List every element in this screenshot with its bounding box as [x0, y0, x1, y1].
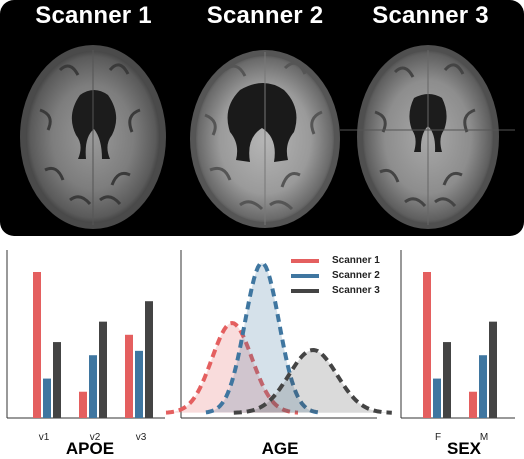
mri-scans: [20, 45, 515, 229]
sex-bar-f-scanner-3: [443, 342, 451, 418]
sex-bar-f-scanner-1: [423, 272, 431, 418]
scanner-column-2: Scanner 2: [170, 0, 360, 236]
apoe-bar-v3-scanner-1: [125, 334, 133, 418]
apoe-bar-v3-scanner-3: [145, 301, 153, 418]
age-density-curve-scanner-3: [233, 347, 392, 415]
legend-item-scanner-1: Scanner 1: [291, 253, 380, 268]
age-density-chart: [165, 260, 392, 415]
age-axes: [180, 250, 377, 419]
scanner-image-panel: Scanner 1 Scanner 2 Scanner 3: [0, 0, 524, 236]
mri-scan-1: [20, 45, 166, 229]
apoe-bar-v2-scanner-3: [99, 321, 107, 418]
sex-bar-m-scanner-3: [489, 321, 497, 418]
apoe-bar-chart: [33, 272, 153, 418]
apoe-tick-v3: v3: [135, 432, 147, 443]
age-legend: Scanner 1 Scanner 2 Scanner 3: [291, 253, 380, 298]
legend-label-scanner-1: Scanner 1: [332, 255, 380, 266]
sex-axis-title: SEX: [446, 439, 482, 458]
legend-swatch-scanner-1: [291, 258, 319, 263]
scanner-3-title: Scanner 3: [372, 2, 489, 29]
scanner-2-title: Scanner 2: [206, 2, 324, 29]
apoe-bar-v2-scanner-1: [79, 391, 87, 418]
legend-label-scanner-3: Scanner 3: [332, 285, 380, 296]
sex-bar-m-scanner-1: [469, 391, 477, 418]
mri-scan-3: [340, 45, 515, 229]
apoe-bar-v1-scanner-1: [33, 272, 41, 418]
legend-item-scanner-2: Scanner 2: [291, 268, 380, 283]
sex-tick-m: M: [479, 432, 489, 443]
sex-bar-m-scanner-2: [479, 355, 487, 418]
legend-label-scanner-2: Scanner 2: [332, 270, 380, 281]
apoe-tick-v2: v2: [89, 432, 101, 443]
apoe-bar-v2-scanner-2: [89, 355, 97, 418]
legend-swatch-scanner-2: [291, 273, 319, 278]
age-axis-title: AGE: [261, 439, 299, 458]
apoe-bar-v1-scanner-3: [53, 342, 61, 418]
scanner-column-3: Scanner 3: [337, 0, 524, 236]
apoe-axis-title: APOE: [65, 439, 115, 458]
apoe-tick-v1: v1: [38, 432, 50, 443]
apoe-bar-v3-scanner-2: [135, 350, 143, 418]
sex-tick-f: F: [434, 432, 442, 443]
sex-bar-f-scanner-2: [433, 378, 441, 418]
scanner-1-title: Scanner 1: [35, 2, 152, 29]
apoe-bar-v1-scanner-2: [43, 378, 51, 418]
mri-scan-2: [190, 50, 340, 228]
age-density-curve-scanner-1: [165, 320, 299, 415]
legend-item-scanner-3: Scanner 3: [291, 283, 380, 298]
legend-swatch-scanner-3: [291, 288, 319, 293]
sex-axes: [400, 250, 515, 419]
scanner-column-1: Scanner 1: [0, 0, 187, 236]
sex-bar-chart: [423, 272, 497, 418]
